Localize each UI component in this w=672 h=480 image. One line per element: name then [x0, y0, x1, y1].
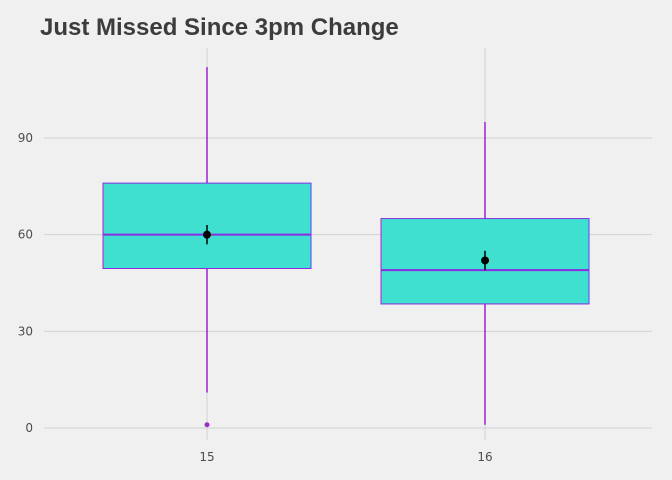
outlier-point: [204, 422, 210, 428]
y-tick-label: 90: [18, 131, 33, 145]
mean-point: [481, 256, 489, 265]
y-tick-label: 30: [18, 324, 33, 338]
mean-point: [203, 230, 211, 239]
chart-title: Just Missed Since 3pm Change: [40, 14, 399, 41]
y-tick-label: 0: [25, 421, 33, 435]
x-tick-label: 15: [199, 450, 214, 464]
y-tick-label: 60: [18, 228, 33, 242]
x-tick-label: 16: [477, 450, 492, 464]
